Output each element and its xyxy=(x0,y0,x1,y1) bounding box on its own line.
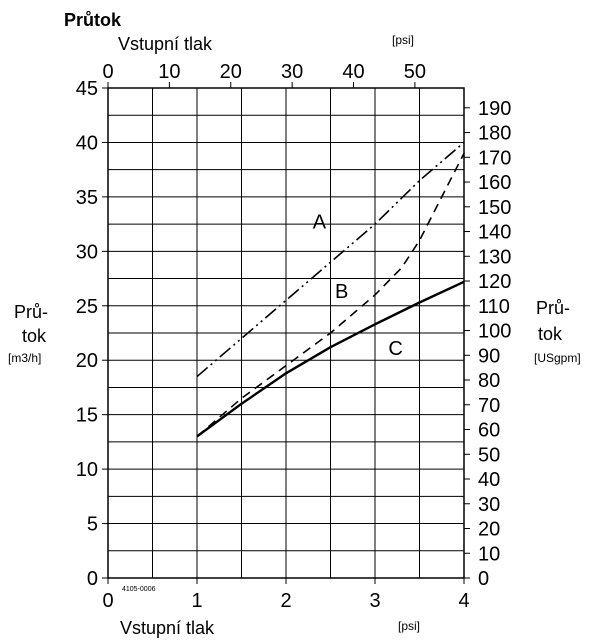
right-tick-label: 50 xyxy=(478,444,500,466)
left-tick-label: 45 xyxy=(76,78,98,100)
right-tick-label: 20 xyxy=(478,519,500,541)
right-tick-label: 80 xyxy=(478,370,500,392)
series-label-b: B xyxy=(335,281,348,303)
right-tick-label: 110 xyxy=(478,296,510,318)
right-tick-label: 0 xyxy=(478,568,489,590)
left-axis-unit: [m3/h] xyxy=(8,351,41,365)
right-axis-label-line2: tok xyxy=(538,324,563,344)
left-tick-label: 10 xyxy=(76,459,98,481)
bottom-axis-label: Vstupní tlak xyxy=(120,618,215,638)
top-tick-label: 20 xyxy=(220,61,242,83)
figure-code: 4105-0006 xyxy=(122,586,156,593)
left-tick-label: 30 xyxy=(76,241,98,263)
left-tick-label: 35 xyxy=(76,187,98,209)
left-tick-label: 25 xyxy=(76,296,98,318)
left-tick-label: 5 xyxy=(87,514,98,536)
chart-title: Průtok xyxy=(64,10,122,30)
right-tick-label: 30 xyxy=(478,494,500,516)
top-tick-label: 10 xyxy=(158,61,180,83)
right-tick-label: 90 xyxy=(478,345,500,367)
left-tick-label: 15 xyxy=(76,405,98,427)
series-label-a: A xyxy=(313,211,327,233)
right-axis-unit: [USgpm] xyxy=(534,351,581,365)
series-lines: A B C xyxy=(196,141,465,438)
grid xyxy=(107,87,465,579)
bottom-tick-label: 2 xyxy=(280,590,291,612)
left-tick-label: 20 xyxy=(76,350,98,372)
right-tick-label: 60 xyxy=(478,420,500,442)
bottom-tick-label: 3 xyxy=(369,590,380,612)
top-tick-label: 30 xyxy=(281,61,303,83)
right-tick-label: 150 xyxy=(478,197,511,219)
top-tick-label: 50 xyxy=(404,61,426,83)
right-tick-label: 130 xyxy=(478,246,511,268)
right-tick-label: 70 xyxy=(478,395,500,417)
series-line-b xyxy=(196,152,465,438)
top-tick-label: 40 xyxy=(342,61,364,83)
top-axis-label: Vstupní tlak xyxy=(118,34,213,54)
bottom-tick-label: 4 xyxy=(458,590,469,612)
left-axis-label-line1: Prů- xyxy=(14,302,48,322)
series-label-c: C xyxy=(388,338,402,360)
right-tick-label: 190 xyxy=(478,98,511,120)
bottom-axis-unit: [psi] xyxy=(398,619,420,633)
right-tick-label: 10 xyxy=(478,543,500,565)
left-tick-label: 0 xyxy=(87,568,98,590)
right-tick-label: 170 xyxy=(478,147,511,169)
right-axis-label-line1: Prů- xyxy=(536,298,570,318)
series-line-a xyxy=(196,141,465,378)
right-tick-label: 40 xyxy=(478,469,500,491)
right-tick-label: 100 xyxy=(478,321,511,343)
left-axis-label-line2: tok xyxy=(22,326,47,346)
bottom-tick-label: 1 xyxy=(191,590,202,612)
right-tick-label: 180 xyxy=(478,123,511,145)
right-tick-label: 160 xyxy=(478,172,511,194)
bottom-tick-label: 0 xyxy=(102,590,113,612)
left-tick-label: 40 xyxy=(76,132,98,154)
top-tick-label: 0 xyxy=(102,61,113,83)
top-axis-unit: [psi] xyxy=(392,33,414,47)
series-line-c xyxy=(196,280,465,438)
right-tick-label: 120 xyxy=(478,271,511,293)
right-tick-label: 140 xyxy=(478,222,511,244)
tick-labels: 0 1 2 3 40 10 20 30 40 50051015202530354045010203… xyxy=(76,61,512,612)
